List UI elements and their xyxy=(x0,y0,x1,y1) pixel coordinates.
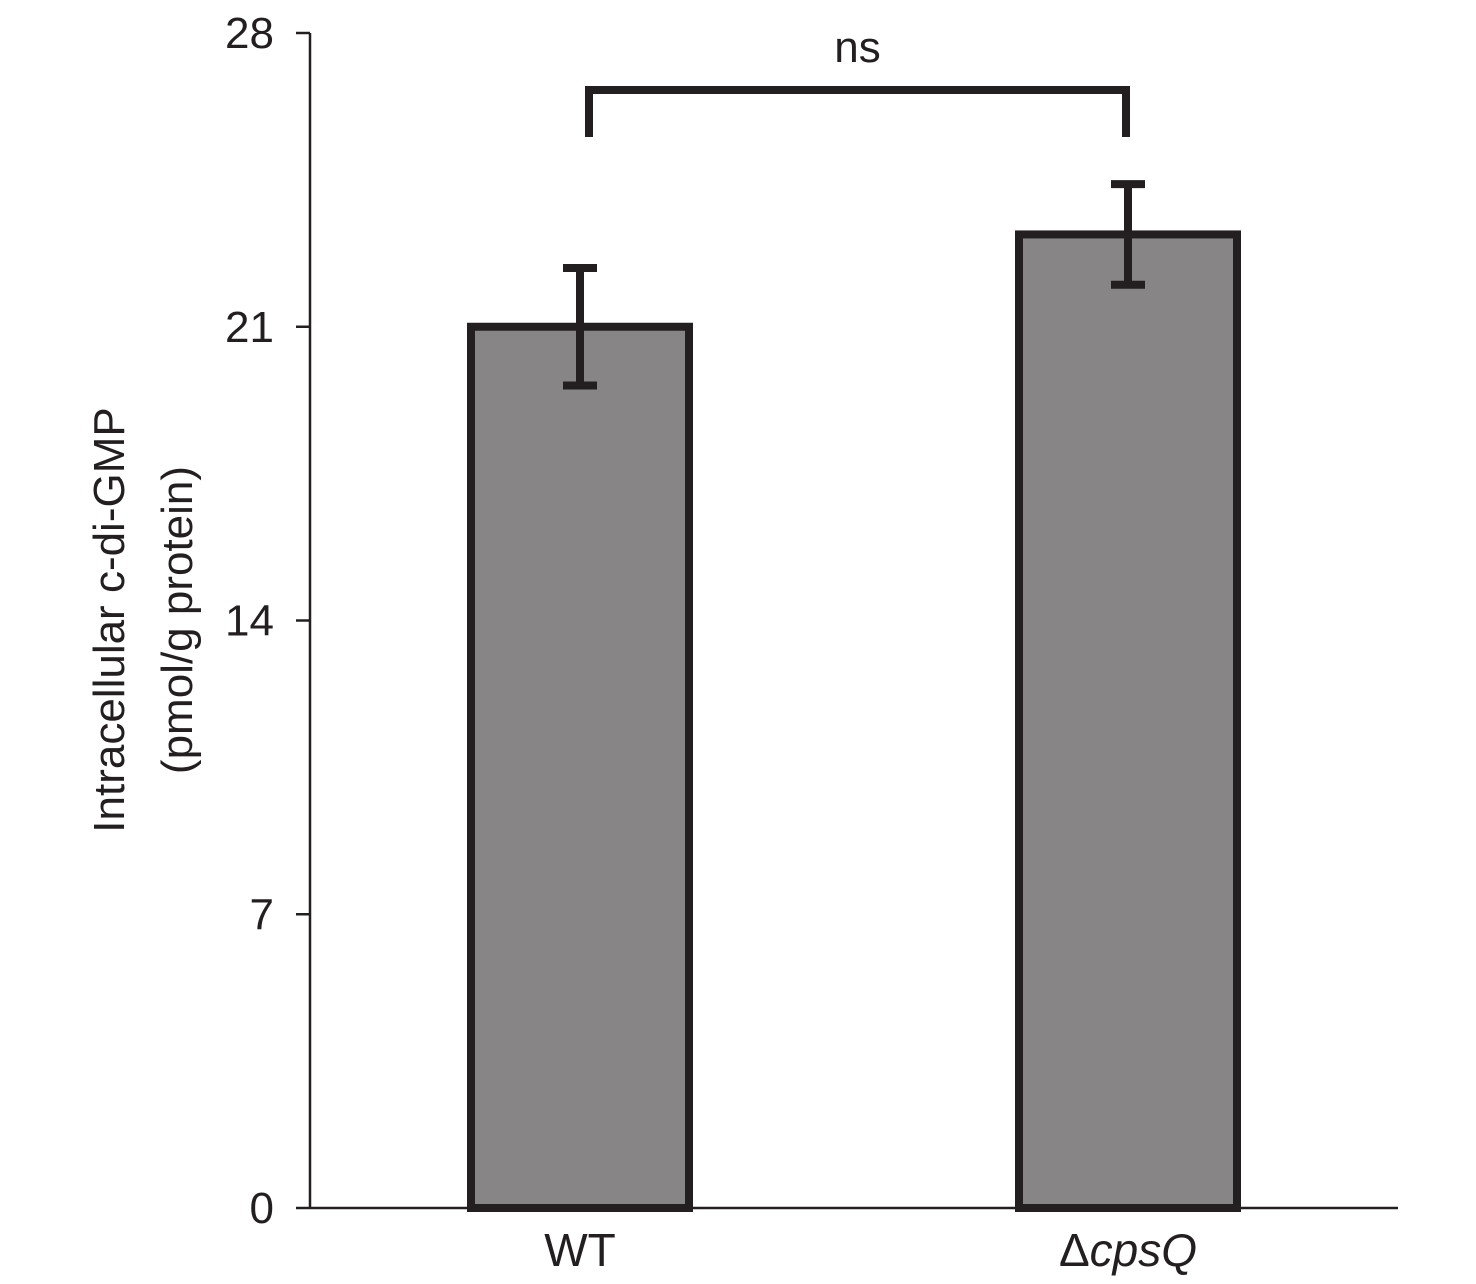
bar-wt xyxy=(467,322,693,1212)
x-tick-label: WT xyxy=(544,1224,616,1276)
significance-bracket-line xyxy=(585,86,1130,137)
x-tick-label: ΔcpsQ xyxy=(1059,1224,1197,1276)
y-tick-label: 14 xyxy=(225,597,274,646)
y-tick-label: 28 xyxy=(225,9,274,58)
error-bars xyxy=(563,180,1145,390)
y-tick-label: 0 xyxy=(250,1184,274,1233)
y-tick-label: 21 xyxy=(225,303,274,352)
x-tick-label-text: WT xyxy=(544,1224,616,1276)
x-tick-label-italic: cpsQ xyxy=(1090,1224,1197,1276)
error-bar-wt xyxy=(563,264,597,390)
x-tick-label-prefix: Δ xyxy=(1059,1224,1090,1276)
bar-cpsq xyxy=(1015,230,1241,1212)
y-axis: 0 7 14 21 28 xyxy=(225,9,312,1233)
significance-label: ns xyxy=(834,23,880,72)
x-axis: WT ΔcpsQ xyxy=(310,1206,1398,1276)
y-axis-label-line: Intracellular c-di-GMP xyxy=(85,407,134,832)
y-axis-label: Intracellular c-di-GMP (pmol/g protein) xyxy=(85,407,202,832)
significance-bracket: ns xyxy=(585,23,1130,137)
error-bar-cpsq xyxy=(1111,180,1145,289)
bars xyxy=(467,230,1241,1212)
y-tick-label: 7 xyxy=(250,890,274,939)
y-axis-label-line: (pmol/g protein) xyxy=(153,466,202,774)
